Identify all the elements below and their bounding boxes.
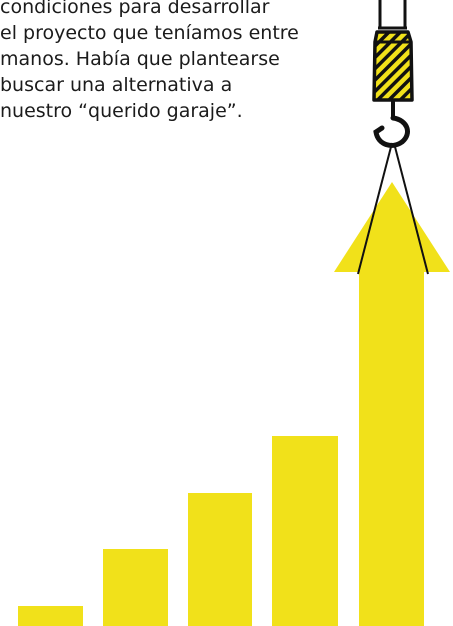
story-line: nuestro “querido garaje”. xyxy=(0,100,243,122)
growth-bars xyxy=(18,436,338,626)
rising-arrow xyxy=(334,182,450,626)
sling-rope-right xyxy=(393,142,429,275)
growth-bar-4 xyxy=(272,436,338,626)
story-line: el proyecto que teníamos entre xyxy=(0,22,299,44)
story-line: manos. Había que plantearse xyxy=(0,48,280,70)
hook-curve xyxy=(373,115,410,148)
story-line: condiciones para desarrollar xyxy=(0,0,270,18)
growth-bar-2 xyxy=(103,549,168,626)
growth-bar-3 xyxy=(188,493,252,626)
arrow-shaft xyxy=(359,271,424,626)
story-line: buscar una alternativa a xyxy=(0,74,233,96)
crane-hook-icon xyxy=(357,0,429,275)
arrow-head xyxy=(334,182,450,272)
growth-bar-1 xyxy=(18,606,83,626)
sling-rope-left xyxy=(357,142,393,275)
